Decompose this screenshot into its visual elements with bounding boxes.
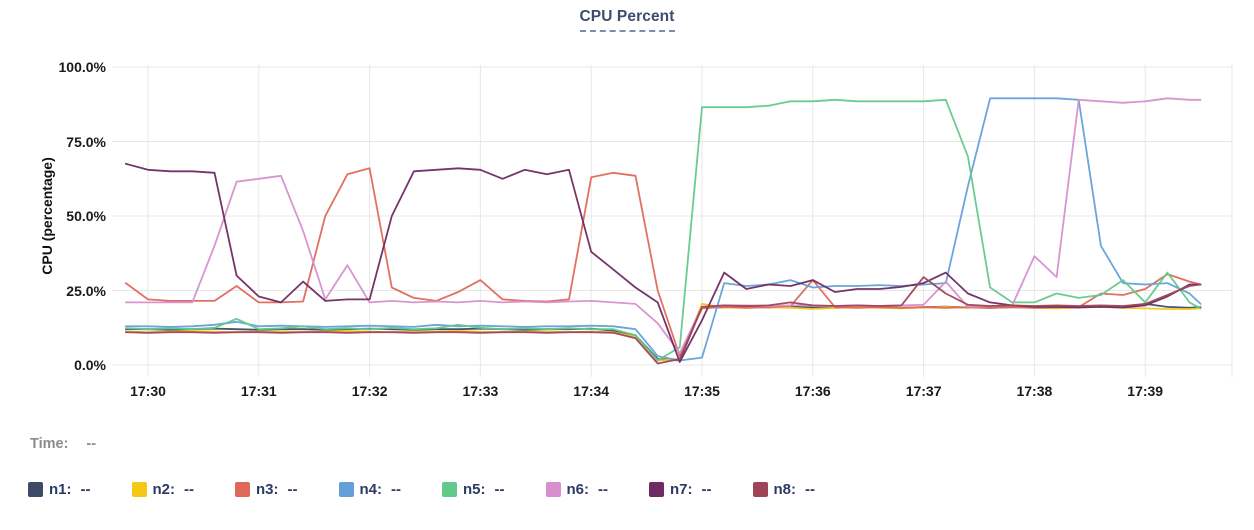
x-tick-label-17:36: 17:36 [794, 383, 831, 399]
legend-item-n8[interactable]: n8: -- [752, 481, 815, 498]
legend-swatch-n2 [131, 482, 147, 497]
legend-value-n1: -- [80, 481, 91, 498]
legend-value-n3: -- [287, 481, 298, 498]
legend-swatch-n1 [28, 482, 43, 497]
time-readout: Time: -- [30, 436, 96, 452]
series-legend: n1: -- n2: -- n3: -- n4: -- n5: -- n6: -- n7: -- n8: -- [28, 481, 815, 498]
legend-label-n1: n1: [49, 481, 72, 498]
legend-label-n2: n2: [152, 481, 176, 498]
legend-item-n6[interactable]: n6: -- [545, 481, 608, 498]
legend-value-n7: -- [701, 481, 712, 498]
y-tick-label-0.0%: 0.0% [74, 357, 106, 373]
series-line-n5 [124, 98, 1202, 362]
legend-label-n4: n4: [359, 481, 383, 498]
legend-item-n3[interactable]: n3: -- [235, 481, 298, 498]
time-value: -- [86, 436, 97, 452]
legend-value-n8: -- [805, 481, 815, 498]
legend-value-n5: -- [494, 481, 505, 498]
y-tick-label-100.0%: 100.0% [58, 59, 106, 75]
series-line-n8 [124, 276, 1202, 365]
y-tick-label-25.0%: 25.0% [66, 282, 106, 299]
legend-item-n7[interactable]: n7: -- [649, 481, 712, 498]
series-line-n3 [124, 167, 1202, 358]
legend-label-n6: n6: [566, 481, 590, 498]
legend-label-n8: n8: [773, 481, 797, 498]
x-tick-label-17:31: 17:31 [240, 383, 277, 399]
legend-item-n5[interactable]: n5: -- [442, 481, 505, 498]
y-tick-label-50.0%: 50.0% [66, 208, 106, 224]
legend-swatch-n8 [752, 482, 768, 497]
legend-swatch-n6 [545, 482, 561, 497]
time-label: Time: [30, 436, 69, 452]
legend-swatch-n4 [338, 482, 354, 497]
legend-swatch-n5 [442, 482, 457, 497]
legend-item-n2[interactable]: n2: -- [131, 481, 194, 498]
y-tick-label-75.0%: 75.0% [66, 133, 106, 150]
legend-value-n6: -- [598, 481, 608, 498]
x-tick-label-17:37: 17:37 [905, 383, 942, 399]
legend-item-n4[interactable]: n4: -- [338, 481, 401, 498]
x-tick-label-17:39: 17:39 [1127, 383, 1164, 399]
legend-value-n4: -- [391, 481, 401, 498]
legend-swatch-n3 [235, 482, 250, 497]
legend-swatch-n7 [649, 482, 664, 497]
x-tick-label-17:34: 17:34 [573, 383, 610, 399]
legend-label-n7: n7: [670, 481, 693, 498]
legend-label-n3: n3: [256, 481, 279, 498]
x-tick-label-17:33: 17:33 [462, 383, 499, 399]
legend-label-n5: n5: [463, 481, 486, 498]
series-line-n6 [124, 97, 1202, 355]
chart-title[interactable]: CPU Percent [579, 8, 675, 32]
x-tick-label-17:38: 17:38 [1016, 383, 1053, 399]
x-tick-label-17:30: 17:30 [130, 383, 166, 399]
x-tick-label-17:32: 17:32 [351, 383, 388, 399]
legend-value-n2: -- [184, 481, 194, 498]
legend-item-n1[interactable]: n1: -- [28, 481, 91, 498]
series-line-n4 [124, 97, 1202, 362]
cpu-percent-chart[interactable] [0, 0, 1254, 420]
x-tick-label-17:35: 17:35 [684, 383, 720, 399]
title-row: CPU Percent [0, 8, 1254, 32]
